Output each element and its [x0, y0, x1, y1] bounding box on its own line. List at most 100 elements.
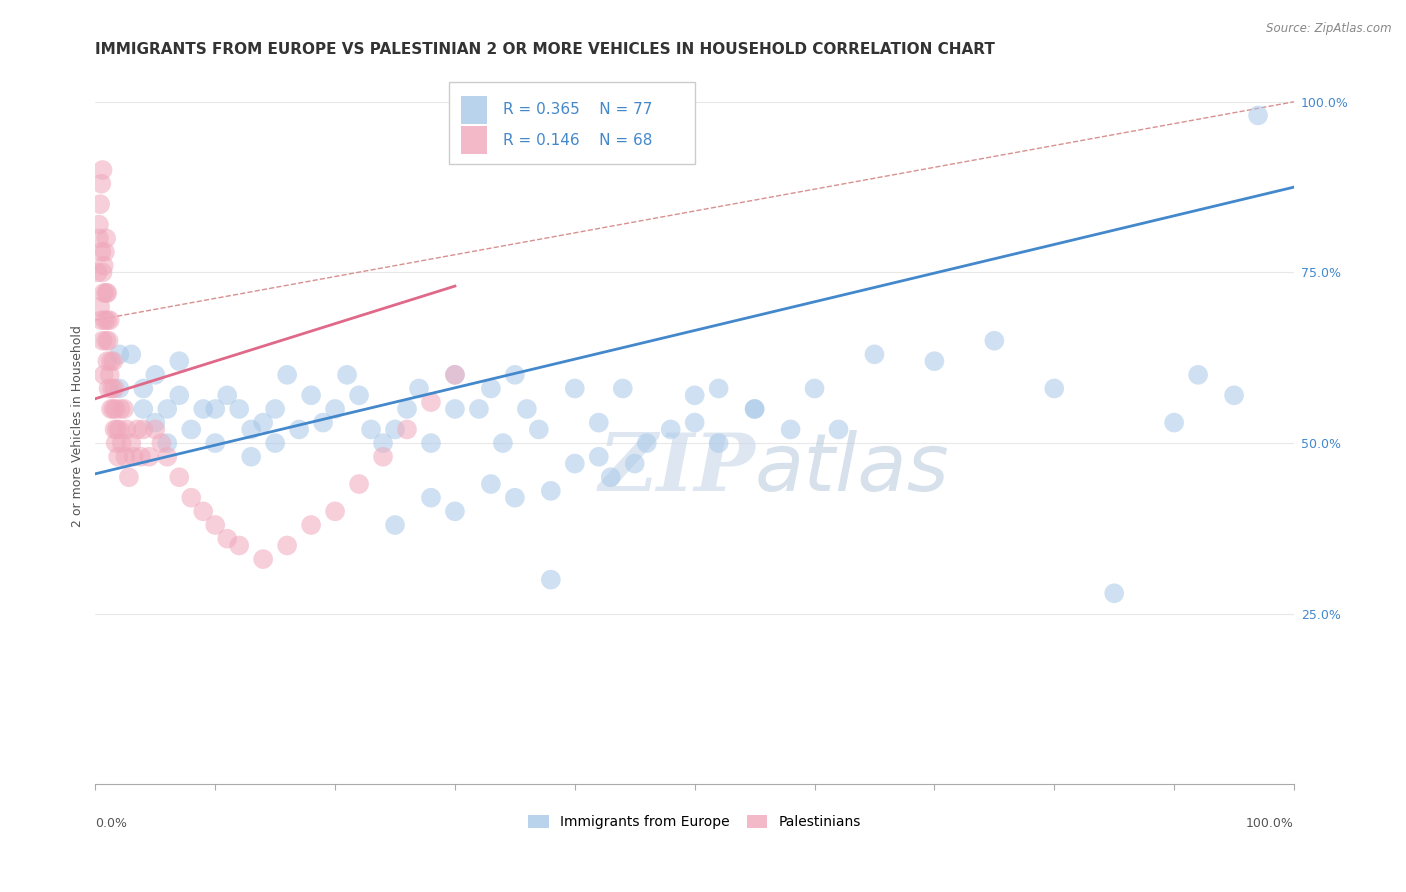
Point: [120, 347, 142, 361]
Y-axis label: 2 or more Vehicles in Household: 2 or more Vehicles in Household: [72, 325, 84, 527]
Point: [132, 422, 155, 436]
Point: [108, 347, 131, 361]
Point: [180, 491, 202, 505]
Point: [118, 470, 141, 484]
Point: [779, 422, 801, 436]
Point: [103, 354, 125, 368]
Point: [89, 197, 111, 211]
Point: [87, 218, 110, 232]
Point: [744, 401, 766, 416]
Point: [420, 395, 443, 409]
Point: [103, 382, 125, 396]
Point: [540, 483, 562, 498]
Point: [803, 382, 825, 396]
Point: [299, 518, 322, 533]
Point: [94, 313, 117, 327]
Point: [479, 382, 502, 396]
Point: [612, 382, 634, 396]
Point: [252, 552, 274, 566]
Point: [156, 436, 179, 450]
Point: [636, 436, 658, 450]
Point: [264, 436, 287, 450]
Point: [91, 265, 114, 279]
Point: [599, 470, 621, 484]
Point: [90, 313, 112, 327]
Point: [264, 401, 287, 416]
Point: [97, 382, 120, 396]
Point: [516, 401, 538, 416]
Point: [101, 382, 124, 396]
Point: [100, 401, 122, 416]
FancyBboxPatch shape: [461, 127, 488, 153]
Point: [240, 422, 263, 436]
Point: [104, 436, 127, 450]
Point: [479, 477, 502, 491]
Point: [384, 422, 406, 436]
Point: [204, 518, 226, 533]
Text: 100.0%: 100.0%: [1246, 817, 1294, 830]
Point: [167, 388, 190, 402]
Point: [94, 244, 117, 259]
Point: [90, 177, 112, 191]
Point: [323, 504, 346, 518]
Point: [110, 401, 132, 416]
Point: [87, 231, 110, 245]
Point: [444, 368, 467, 382]
Point: [1223, 388, 1246, 402]
Point: [468, 401, 491, 416]
Point: [105, 422, 128, 436]
Point: [420, 491, 443, 505]
Point: [276, 539, 298, 553]
Point: [132, 401, 155, 416]
Point: [150, 436, 173, 450]
Text: R = 0.146    N = 68: R = 0.146 N = 68: [503, 133, 652, 147]
Point: [122, 450, 145, 464]
Text: ZIP: ZIP: [599, 430, 755, 508]
Point: [527, 422, 550, 436]
Point: [143, 422, 166, 436]
Point: [94, 231, 117, 245]
Point: [252, 416, 274, 430]
Legend: Immigrants from Europe, Palestinians: Immigrants from Europe, Palestinians: [523, 810, 866, 835]
Point: [120, 436, 142, 450]
Text: atlas: atlas: [755, 430, 949, 508]
Point: [588, 416, 610, 430]
Point: [323, 401, 346, 416]
Point: [93, 259, 115, 273]
FancyBboxPatch shape: [449, 82, 695, 164]
Point: [228, 401, 250, 416]
Point: [96, 313, 118, 327]
Point: [180, 422, 202, 436]
Point: [156, 401, 179, 416]
Point: [312, 416, 335, 430]
Point: [444, 504, 467, 518]
Point: [129, 450, 152, 464]
Point: [683, 416, 706, 430]
Point: [103, 401, 125, 416]
Point: [492, 436, 515, 450]
Point: [91, 163, 114, 178]
Point: [588, 450, 610, 464]
Point: [384, 518, 406, 533]
Point: [744, 401, 766, 416]
Point: [97, 334, 120, 348]
Text: IMMIGRANTS FROM EUROPE VS PALESTINIAN 2 OR MORE VEHICLES IN HOUSEHOLD CORRELATIO: IMMIGRANTS FROM EUROPE VS PALESTINIAN 2 …: [96, 42, 995, 57]
Point: [96, 285, 118, 300]
Point: [1163, 416, 1185, 430]
Point: [408, 382, 430, 396]
Point: [217, 532, 239, 546]
Point: [1247, 108, 1270, 122]
Point: [103, 422, 125, 436]
Point: [132, 382, 155, 396]
Point: [1043, 382, 1066, 396]
Point: [395, 401, 418, 416]
Point: [90, 244, 112, 259]
Point: [87, 265, 110, 279]
Text: Source: ZipAtlas.com: Source: ZipAtlas.com: [1267, 22, 1392, 36]
Point: [98, 368, 121, 382]
Point: [228, 539, 250, 553]
Point: [204, 436, 226, 450]
Point: [299, 388, 322, 402]
Point: [93, 285, 115, 300]
Text: 0.0%: 0.0%: [96, 817, 128, 830]
